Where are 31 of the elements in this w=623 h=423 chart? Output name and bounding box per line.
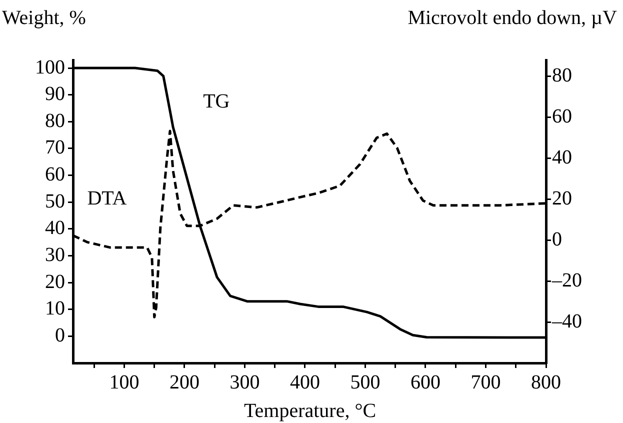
x-tick-label: 600 <box>410 371 440 394</box>
y-tick-label: 30 <box>45 244 65 266</box>
y2-axis-title: Microvolt endo down, µV <box>408 7 617 29</box>
y-tick-label: 70 <box>45 136 65 159</box>
y-tick-label: 90 <box>45 83 65 106</box>
y2-tick-label: –40 <box>551 310 582 332</box>
y-tick-label: 100 <box>35 56 65 78</box>
x-axis-title: Temperature, °C <box>244 400 376 422</box>
x-tick-label: 800 <box>531 371 561 394</box>
x-tick-label: 200 <box>169 371 200 394</box>
y-tick-label: 50 <box>45 190 65 212</box>
y2-tick-label: –20 <box>551 269 582 292</box>
y-axis-title: Weight, % <box>2 7 86 29</box>
y2-tick-label: 40 <box>552 146 572 169</box>
y-tick-label: 20 <box>45 270 65 293</box>
y-tick-label: 40 <box>45 217 65 240</box>
y2-tick-label: 80 <box>552 64 572 87</box>
y-tick-label: 0 <box>55 324 65 346</box>
x-tick-label: 500 <box>350 371 380 394</box>
x-tick-label: 700 <box>470 371 501 394</box>
series-label: DTA <box>87 188 128 210</box>
series-label: TG <box>203 90 230 113</box>
y-tick-label: 60 <box>45 164 65 186</box>
y2-tick-label: 0 <box>552 228 562 250</box>
y2-tick-label: 20 <box>552 187 572 210</box>
x-tick-label: 400 <box>290 371 320 394</box>
x-tick-label: 100 <box>109 371 140 394</box>
x-tick-label: 300 <box>230 371 260 394</box>
y-tick-label: 10 <box>45 298 65 320</box>
y-tick-label: 80 <box>45 110 65 132</box>
y2-tick-label: 60 <box>552 106 572 128</box>
